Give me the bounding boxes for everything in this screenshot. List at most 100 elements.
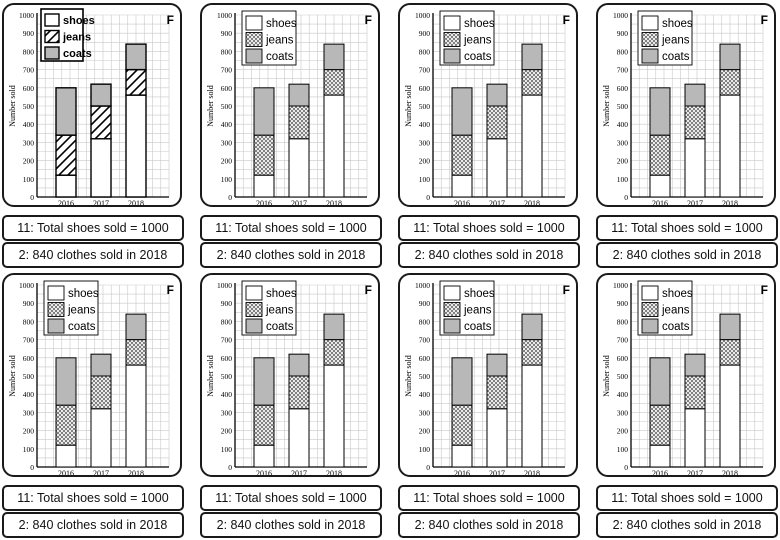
corner-letter: F xyxy=(563,283,570,297)
bar-jeans-2018 xyxy=(719,69,741,96)
bar-jeans-2017 xyxy=(90,375,112,410)
y-axis-label: Number sold xyxy=(8,85,17,127)
y-axis-label: Number sold xyxy=(206,85,215,127)
y-axis-label: Number sold xyxy=(404,85,413,127)
bar-jeans-2018 xyxy=(323,339,345,366)
y-tick-label: 500 xyxy=(419,372,431,381)
chart-card: 0 100 200 300 400 500 600 700 800 900 1000 Number s… xyxy=(200,273,380,477)
statement-total-shoes[interactable]: 11: Total shoes sold = 1000 xyxy=(596,215,778,241)
legend-swatch-shoes xyxy=(641,15,659,31)
statement-clothes-2018[interactable]: 2: 840 clothes sold in 2018 xyxy=(596,512,778,538)
stacked-bar-chart: 0 100 200 300 400 500 600 700 800 900 1000 Number s… xyxy=(404,10,570,205)
y-tick-label: 200 xyxy=(419,157,431,166)
statement-clothes-2018[interactable]: 2: 840 clothes sold in 2018 xyxy=(398,242,580,268)
legend-label-jeans: jeans xyxy=(265,35,294,47)
x-tick-label: 2018 xyxy=(722,199,738,205)
bar-shoes-2016 xyxy=(55,174,77,198)
bar-coats-2016 xyxy=(55,357,77,406)
statement-total-shoes[interactable]: 11: Total shoes sold = 1000 xyxy=(398,215,580,241)
statement-total-shoes[interactable]: 11: Total shoes sold = 1000 xyxy=(2,485,184,511)
statement-clothes-2018[interactable]: 2: 840 clothes sold in 2018 xyxy=(2,242,184,268)
statement-clothes-2018[interactable]: 2: 840 clothes sold in 2018 xyxy=(596,242,778,268)
legend-label-jeans: jeans xyxy=(67,305,96,317)
y-tick-label: 100 xyxy=(221,175,233,184)
y-axis-label: Number sold xyxy=(404,355,413,397)
bar-jeans-2016 xyxy=(451,134,473,176)
y-tick-label: 700 xyxy=(23,66,35,75)
y-tick-label: 300 xyxy=(617,408,629,417)
legend-label-coats: coats xyxy=(464,321,492,333)
y-tick-label: 500 xyxy=(617,372,629,381)
y-tick-label: 700 xyxy=(221,66,233,75)
legend: shoes jeans coats xyxy=(439,10,495,66)
statement-total-shoes[interactable]: 11: Total shoes sold = 1000 xyxy=(200,215,382,241)
legend-label-jeans: jeans xyxy=(265,305,294,317)
y-tick-label: 200 xyxy=(23,427,35,436)
legend-label-coats: coats xyxy=(662,321,690,333)
y-tick-label: 900 xyxy=(221,29,233,38)
y-tick-label: 400 xyxy=(617,390,629,399)
legend-label-coats: coats xyxy=(63,48,92,60)
legend-swatch-coats xyxy=(443,48,461,64)
bar-jeans-2016 xyxy=(55,134,77,176)
bar-shoes-2017 xyxy=(90,138,112,198)
y-tick-label: 400 xyxy=(23,390,35,399)
bar-jeans-2017 xyxy=(684,375,706,410)
y-tick-label: 500 xyxy=(419,102,431,111)
legend-label-jeans: jeans xyxy=(661,305,690,317)
legend-swatch-coats xyxy=(47,318,65,334)
statement-clothes-2018[interactable]: 2: 840 clothes sold in 2018 xyxy=(398,512,580,538)
statement-total-shoes[interactable]: 11: Total shoes sold = 1000 xyxy=(2,215,184,241)
bar-shoes-2017 xyxy=(288,138,310,198)
statement-clothes-2018[interactable]: 2: 840 clothes sold in 2018 xyxy=(200,242,382,268)
legend: shoes jeans coats xyxy=(439,280,495,336)
y-tick-label: 700 xyxy=(221,336,233,345)
statement-clothes-2018[interactable]: 2: 840 clothes sold in 2018 xyxy=(2,512,184,538)
x-tick-label: 2016 xyxy=(652,469,668,475)
bar-shoes-2016 xyxy=(649,444,671,468)
statement-total-shoes[interactable]: 11: Total shoes sold = 1000 xyxy=(398,485,580,511)
y-tick-label: 800 xyxy=(23,317,35,326)
chart-card: 0 100 200 300 400 500 600 700 800 900 1000 Number s… xyxy=(200,3,380,207)
legend-label-shoes: shoes xyxy=(266,288,297,300)
y-tick-label: 500 xyxy=(23,372,35,381)
bar-coats-2016 xyxy=(649,357,671,406)
y-tick-label: 100 xyxy=(617,445,629,454)
statement-total-shoes[interactable]: 11: Total shoes sold = 1000 xyxy=(596,485,778,511)
bar-jeans-2018 xyxy=(521,339,543,366)
statement-clothes-2018[interactable]: 2: 840 clothes sold in 2018 xyxy=(200,512,382,538)
x-tick-label: 2016 xyxy=(256,199,272,205)
x-tick-label: 2017 xyxy=(489,199,505,205)
legend-swatch-jeans xyxy=(443,302,461,317)
statement-total-shoes[interactable]: 11: Total shoes sold = 1000 xyxy=(200,485,382,511)
bar-shoes-2017 xyxy=(486,408,508,468)
bar-coats-2018 xyxy=(521,313,543,341)
x-tick-label: 2016 xyxy=(58,199,74,205)
bar-shoes-2018 xyxy=(125,364,147,468)
y-tick-label: 300 xyxy=(23,408,35,417)
bar-shoes-2018 xyxy=(719,94,741,198)
chart-card: 0 100 200 300 400 500 600 700 800 900 1000 Number s… xyxy=(596,273,776,477)
y-axis-label: Number sold xyxy=(602,355,611,397)
legend-label-shoes: shoes xyxy=(266,18,297,30)
bar-shoes-2018 xyxy=(323,94,345,198)
y-axis-label: Number sold xyxy=(8,355,17,397)
bar-shoes-2017 xyxy=(684,138,706,198)
chart-panel-2: 0 100 200 300 400 500 600 700 800 900 1000 Number s… xyxy=(200,3,382,268)
bar-coats-2017 xyxy=(486,353,508,377)
y-tick-label: 0 xyxy=(228,193,232,202)
legend-swatch-shoes xyxy=(47,285,65,301)
x-tick-label: 2018 xyxy=(128,199,144,205)
bar-coats-2018 xyxy=(125,43,147,71)
bar-jeans-2018 xyxy=(719,339,741,366)
y-tick-label: 1000 xyxy=(217,11,232,20)
corner-letter: F xyxy=(365,283,372,297)
y-tick-label: 600 xyxy=(221,84,233,93)
y-tick-label: 600 xyxy=(221,354,233,363)
x-tick-label: 2017 xyxy=(687,199,703,205)
bar-coats-2016 xyxy=(649,87,671,136)
y-tick-label: 400 xyxy=(221,120,233,129)
y-tick-label: 400 xyxy=(419,390,431,399)
chart-panel-1: 0 100 200 300 400 500 600 700 800 900 1000 Number s… xyxy=(2,3,184,268)
chart-panel-5: 0 100 200 300 400 500 600 700 800 900 1000 Number s… xyxy=(2,273,184,538)
